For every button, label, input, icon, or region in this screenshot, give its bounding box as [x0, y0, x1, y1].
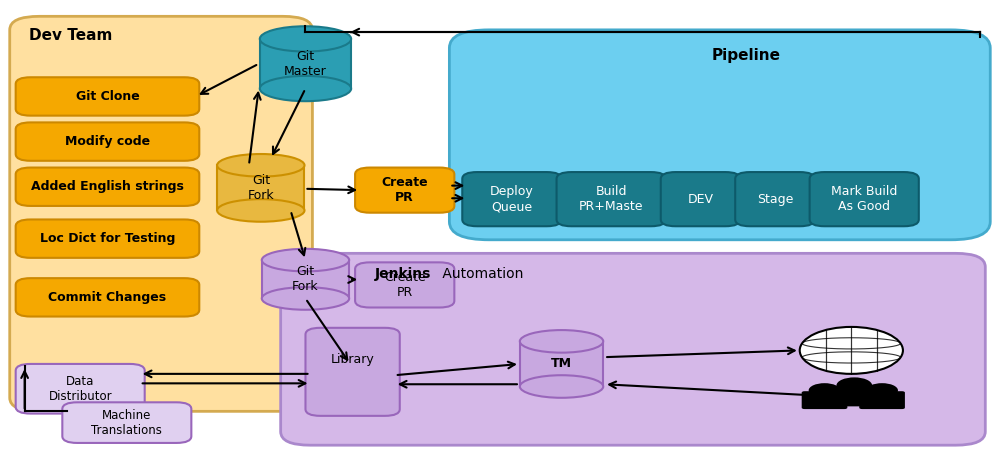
Text: Build
PR+Maste: Build PR+Maste [579, 185, 644, 213]
Text: Data
Distributor: Data Distributor [48, 375, 112, 403]
Ellipse shape [520, 330, 603, 353]
FancyBboxPatch shape [557, 172, 666, 226]
FancyBboxPatch shape [829, 387, 879, 406]
FancyBboxPatch shape [16, 219, 200, 258]
Text: Create
PR: Create PR [381, 176, 428, 204]
Circle shape [866, 383, 898, 398]
FancyBboxPatch shape [16, 77, 200, 116]
Circle shape [836, 377, 872, 393]
Text: Dev Team: Dev Team [29, 27, 112, 43]
FancyBboxPatch shape [280, 253, 985, 445]
FancyBboxPatch shape [16, 122, 200, 161]
FancyBboxPatch shape [10, 16, 312, 411]
Bar [218, 165, 304, 210]
FancyBboxPatch shape [801, 391, 847, 409]
Text: Stage: Stage [756, 193, 793, 206]
Bar [259, 39, 351, 89]
FancyBboxPatch shape [661, 172, 741, 226]
FancyBboxPatch shape [16, 364, 145, 414]
Text: Automation: Automation [438, 267, 524, 281]
Text: Git
Master: Git Master [284, 50, 327, 78]
Ellipse shape [218, 199, 304, 222]
Bar [261, 260, 349, 298]
Ellipse shape [261, 249, 349, 271]
FancyBboxPatch shape [809, 172, 919, 226]
Text: Commit Changes: Commit Changes [49, 291, 167, 304]
Text: Library: Library [330, 353, 374, 366]
FancyBboxPatch shape [859, 391, 905, 409]
Text: Git
Fork: Git Fork [248, 174, 274, 202]
Text: Create
PR: Create PR [384, 271, 425, 299]
Text: DEV: DEV [688, 193, 714, 206]
Text: TM: TM [551, 357, 572, 371]
Ellipse shape [218, 154, 304, 176]
Text: Jenkins: Jenkins [375, 267, 431, 281]
Circle shape [808, 383, 840, 398]
FancyBboxPatch shape [449, 30, 990, 240]
Text: Added English strings: Added English strings [31, 180, 184, 193]
Text: Pipeline: Pipeline [712, 48, 780, 63]
Text: Modify code: Modify code [65, 135, 150, 148]
FancyBboxPatch shape [355, 168, 454, 213]
FancyBboxPatch shape [305, 328, 400, 416]
Text: Loc Dict for Testing: Loc Dict for Testing [40, 232, 176, 245]
Ellipse shape [261, 287, 349, 310]
FancyBboxPatch shape [62, 402, 192, 443]
FancyBboxPatch shape [16, 168, 200, 206]
Text: Mark Build
As Good: Mark Build As Good [831, 185, 897, 213]
Ellipse shape [259, 76, 351, 101]
Text: Machine
Translations: Machine Translations [92, 409, 163, 436]
FancyBboxPatch shape [355, 262, 454, 308]
FancyBboxPatch shape [736, 172, 814, 226]
Ellipse shape [520, 375, 603, 398]
Text: Git
Fork: Git Fork [292, 265, 318, 293]
Circle shape [799, 327, 903, 374]
FancyBboxPatch shape [16, 278, 200, 317]
Text: Deploy
Queue: Deploy Queue [490, 185, 534, 213]
Bar [520, 341, 603, 387]
Text: Git Clone: Git Clone [76, 90, 140, 103]
Ellipse shape [259, 26, 351, 52]
FancyBboxPatch shape [462, 172, 562, 226]
